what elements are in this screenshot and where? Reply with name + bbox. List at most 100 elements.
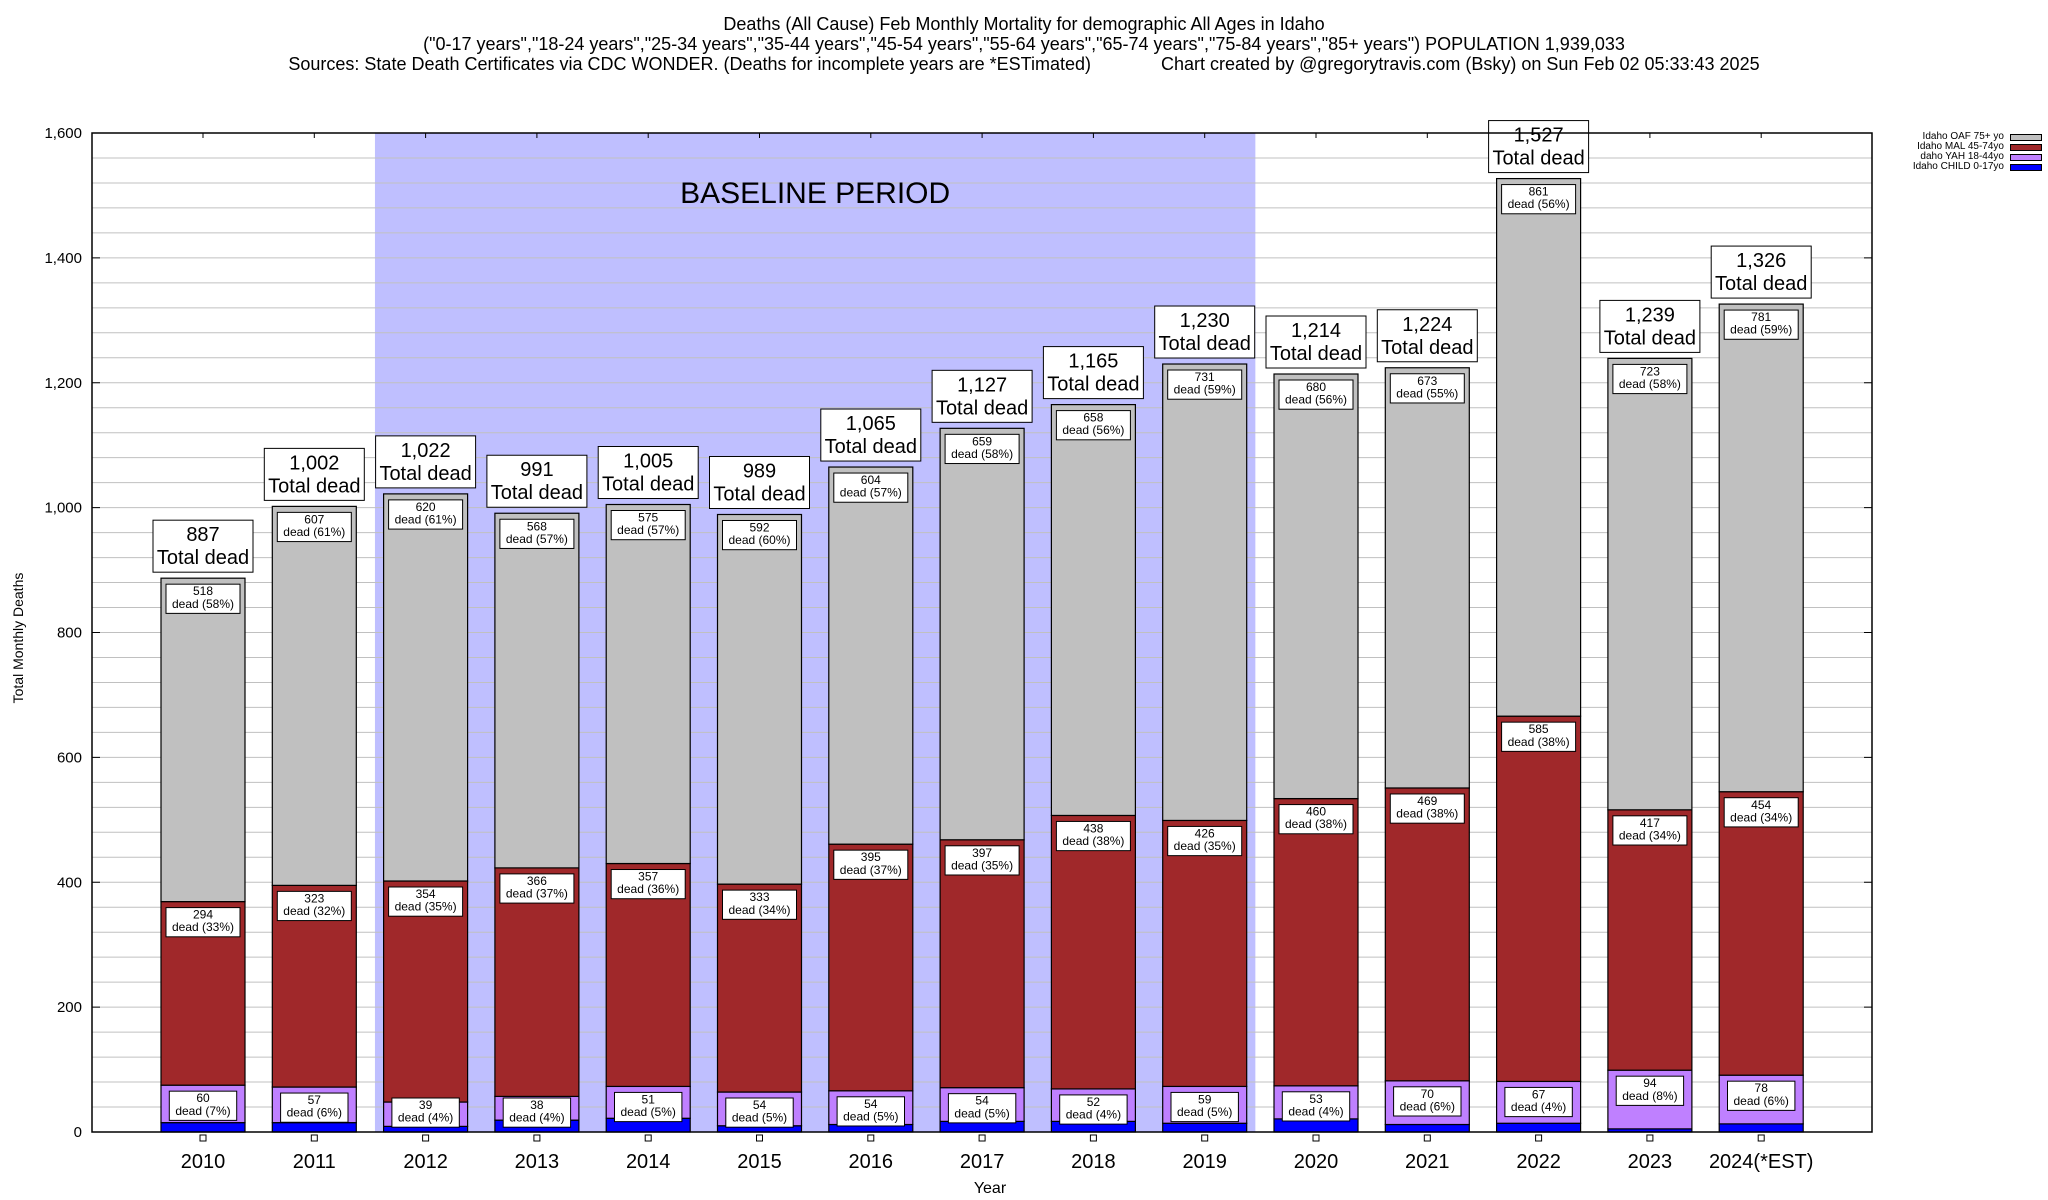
segment-data-label-box — [502, 1097, 572, 1128]
segment-data-label-box — [614, 1091, 683, 1123]
total-data-label: 1,127 Total dead — [936, 374, 1028, 419]
segment-data-label: 658 dead (56%) — [1062, 411, 1124, 438]
segment-data-label: 454 dead (34%) — [1730, 798, 1792, 825]
segment-data-label-box — [610, 510, 686, 541]
bar-segment-idaho-oaf-75-yo — [1495, 177, 1582, 717]
total-data-label: 991 Total dead — [491, 459, 583, 504]
y-axis-label: Total Monthly Deaths — [10, 572, 26, 704]
total-data-label: 1,239 Total dead — [1604, 304, 1696, 349]
segment-data-label-box — [722, 519, 797, 551]
segment-data-label-box — [165, 907, 241, 938]
total-label-box — [152, 519, 254, 573]
child-marker — [1423, 1134, 1431, 1142]
total-label-box — [1154, 305, 1256, 359]
segment-data-label-box — [1504, 1086, 1573, 1118]
segment-data-label-box — [1167, 825, 1243, 857]
segment-data-label: 680 dead (56%) — [1285, 380, 1347, 407]
total-data-label: 1,230 Total dead — [1159, 310, 1251, 355]
y-tick-label: 200 — [57, 999, 82, 1016]
segment-data-label: 417 dead (34%) — [1619, 816, 1681, 843]
bar-segment-idaho-mal-45-74yo — [1607, 809, 1693, 1071]
segment-data-label: 51 dead (5%) — [621, 1092, 676, 1119]
segment-data-label: 604 dead (57%) — [840, 473, 902, 500]
segment-data-label: 723 dead (58%) — [1619, 364, 1681, 391]
segment-data-label-box — [1167, 369, 1243, 400]
bar-segment-idaho-oaf-75-yo — [1050, 404, 1137, 817]
bar-segment-idaho-mal-45-74yo — [383, 880, 469, 1103]
segment-data-label-box — [276, 511, 352, 543]
segment-data-label: 607 dead (61%) — [283, 512, 345, 539]
x-tick-label: 2023 — [1628, 1151, 1673, 1173]
y-tick-label: 600 — [57, 749, 82, 766]
child-marker — [644, 1134, 652, 1142]
child-marker — [533, 1134, 541, 1142]
segment-data-label: 60 dead (7%) — [175, 1091, 230, 1118]
segment-data-label-box — [165, 583, 241, 614]
x-tick-label: 2021 — [1405, 1151, 1450, 1173]
bar-segment-idaho-oaf-75-yo — [494, 512, 580, 869]
bar-segment-idaho-child-0-17yo — [1162, 1122, 1248, 1133]
child-marker — [1646, 1134, 1654, 1142]
bar-segment-idaho-oaf-75-yo — [716, 513, 803, 885]
child-marker — [756, 1134, 763, 1142]
segment-data-label-box — [1501, 184, 1577, 215]
bar-segment-idaho-child-0-17yo — [271, 1122, 357, 1133]
total-data-label: 1,224 Total dead — [1381, 314, 1473, 359]
segment-data-label: 469 dead (38%) — [1396, 794, 1458, 821]
bar-segment-idaho-mal-45-74yo — [1384, 787, 1470, 1082]
legend-label: Idaho OAF 75+ yo — [1922, 131, 2004, 142]
child-marker — [1201, 1134, 1209, 1142]
bar-segment-idaho-oaf-75-yo — [828, 466, 914, 845]
segment-data-label-box — [276, 890, 352, 922]
segment-data-label: 568 dead (57%) — [506, 519, 568, 546]
legend-label: Idaho CHILD 0-17yo — [1912, 161, 2004, 172]
segment-data-label: 397 dead (35%) — [951, 846, 1013, 873]
legend-item: daho YAH 18-44yo — [1882, 152, 2042, 162]
segment-data-label: 620 dead (61%) — [395, 500, 457, 527]
segment-data-label-box — [836, 1096, 905, 1127]
total-data-label: 1,005 Total dead — [602, 451, 694, 496]
segment-data-label-box — [499, 873, 575, 904]
bar-segment-idaho-oaf-75-yo — [1162, 363, 1248, 822]
bar-segment-idaho-child-0-17yo — [160, 1122, 246, 1133]
total-label-box — [709, 455, 810, 509]
bar-segment-idaho-mal-45-74yo — [1495, 715, 1582, 1083]
segment-data-label-box — [1727, 1080, 1796, 1111]
legend-swatch — [2010, 153, 2042, 161]
total-label-box — [1710, 245, 1812, 299]
segment-data-label: 731 dead (59%) — [1174, 370, 1236, 397]
segment-data-label: 438 dead (38%) — [1062, 821, 1124, 848]
legend-swatch — [2010, 163, 2042, 171]
bar-segment-idaho-oaf-75-yo — [383, 493, 469, 882]
bar-segment-idaho-mal-45-74yo — [605, 862, 691, 1088]
segment-data-label-box — [1501, 721, 1577, 752]
total-label-box — [1488, 120, 1590, 174]
child-marker — [1312, 1134, 1320, 1142]
bar-segment-idaho-child-0-17yo — [1718, 1123, 1804, 1133]
bar-segment-idaho-mal-45-74yo — [828, 843, 914, 1092]
total-label-box — [375, 435, 477, 489]
x-axis-label: Year — [973, 1180, 1007, 1197]
total-data-label: 1,065 Total dead — [825, 413, 917, 458]
segment-data-label-box — [722, 889, 797, 920]
bar-segment-idaho-oaf-75-yo — [1718, 303, 1804, 793]
child-marker — [199, 1134, 207, 1142]
legend-item: Idaho OAF 75+ yo — [1882, 132, 2042, 142]
segment-data-label-box — [1170, 1091, 1239, 1123]
y-tick-label: 0 — [74, 1124, 82, 1141]
segment-data-label-box — [944, 845, 1020, 876]
segment-data-label: 52 dead (4%) — [1066, 1095, 1121, 1122]
total-label-box — [263, 447, 365, 501]
x-tick-label: 2019 — [1182, 1151, 1227, 1173]
segment-data-label: 333 dead (34%) — [728, 890, 790, 917]
chart-title: Deaths (All Cause) Feb Monthly Mortality… — [723, 14, 1325, 34]
bar-segment-idaho-oaf-75-yo — [271, 505, 357, 886]
plot-frame — [91, 132, 1873, 1133]
child-marker — [867, 1134, 875, 1142]
segment-data-label-box — [388, 886, 464, 917]
total-label-box — [486, 454, 588, 508]
legend-swatch — [2010, 143, 2042, 151]
y-tick-label: 1,200 — [44, 375, 82, 392]
child-marker — [978, 1134, 986, 1142]
